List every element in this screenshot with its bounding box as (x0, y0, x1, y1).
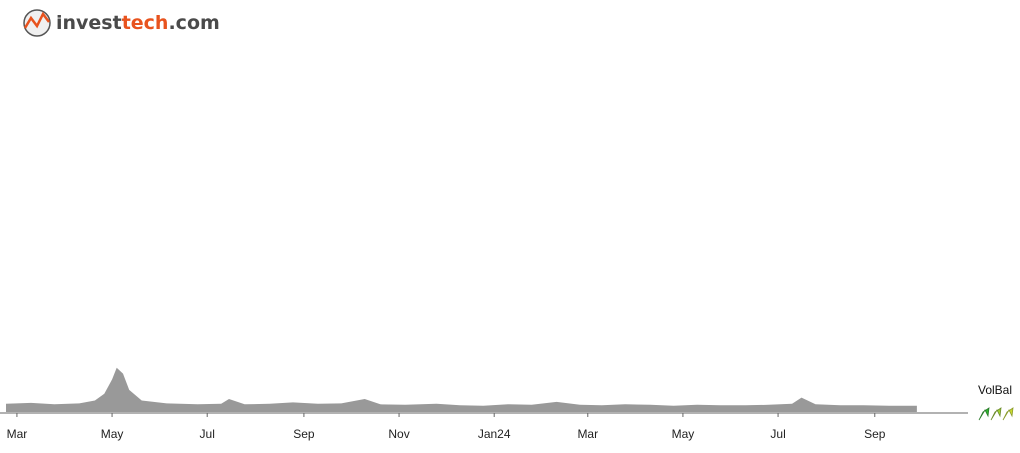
brand-logo[interactable]: investtech.com (23, 9, 220, 37)
x-tick-label: Jul (200, 427, 215, 441)
x-tick-label: Jan24 (478, 427, 511, 441)
logo-text-com: .com (168, 12, 219, 34)
volbal-label: VolBal (978, 383, 1012, 397)
logo-chart-mark (23, 11, 50, 29)
volume-area (6, 367, 917, 412)
x-tick-label: Jul (770, 427, 785, 441)
x-tick-label: Mar (7, 427, 28, 441)
svg-text:investtech.com: investtech.com (56, 12, 220, 34)
x-tick-label: Sep (864, 427, 886, 441)
x-tick-label: May (672, 427, 695, 441)
x-tick-label: Mar (577, 427, 598, 441)
volbal-arrows-icon (978, 407, 1014, 421)
x-tick-label: May (101, 427, 124, 441)
x-tick-label: Nov (388, 427, 409, 441)
x-tick-label: Sep (293, 427, 315, 441)
logo-text-tech: tech (122, 12, 169, 34)
logo-text-invest: invest (56, 12, 122, 34)
